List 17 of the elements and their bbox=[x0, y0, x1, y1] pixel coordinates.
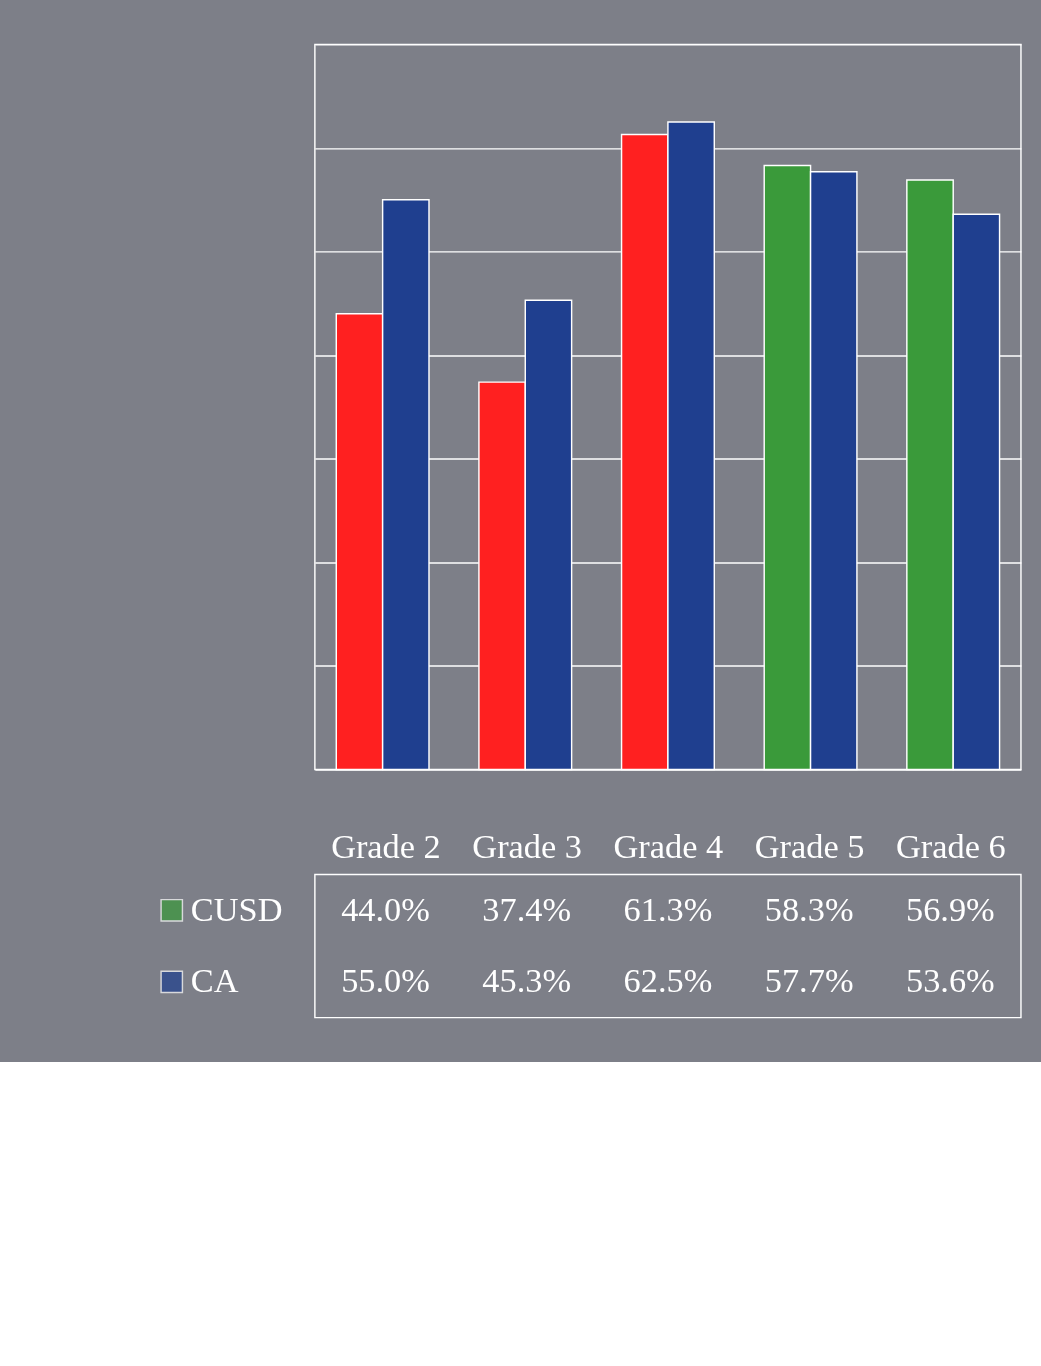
legend-label: CUSD bbox=[190, 889, 283, 928]
x-tick-label: Grade 4 bbox=[613, 826, 724, 865]
x-tick-label: Grade 2 bbox=[331, 826, 441, 865]
data-label: 61.3% bbox=[623, 889, 713, 928]
data-label: 58.3% bbox=[764, 889, 854, 928]
data-label: 45.3% bbox=[482, 961, 572, 1000]
data-label: 37.4% bbox=[482, 889, 572, 928]
x-tick-label: Grade 5 bbox=[754, 826, 865, 865]
legend-label: CA bbox=[190, 961, 239, 1000]
data-label: 56.9% bbox=[905, 889, 995, 928]
x-tick-label: Grade 3 bbox=[472, 826, 583, 865]
data-label: 57.7% bbox=[764, 961, 854, 1000]
data-label: 62.5% bbox=[623, 961, 713, 1000]
data-label: 44.0% bbox=[341, 889, 430, 928]
data-label: 53.6% bbox=[905, 961, 995, 1000]
data-label: 55.0% bbox=[341, 961, 430, 1000]
x-tick-label: Grade 6 bbox=[896, 826, 1006, 865]
